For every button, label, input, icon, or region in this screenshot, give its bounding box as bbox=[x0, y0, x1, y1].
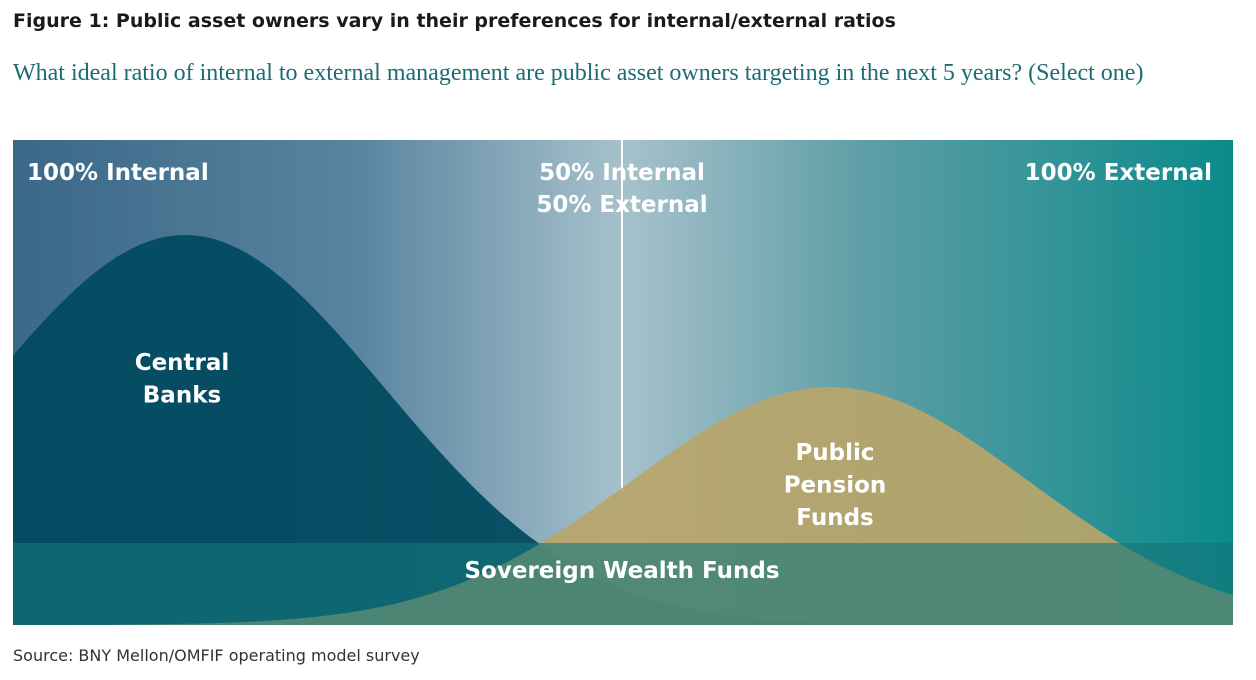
diagram: 100% Internal 50% Internal 50% External … bbox=[13, 140, 1233, 625]
figure-title: Figure 1: Public asset owners vary in th… bbox=[13, 10, 896, 32]
scale-label: 100% Internal bbox=[27, 160, 209, 186]
scale-label: 100% External bbox=[1025, 160, 1212, 186]
group-label: Banks bbox=[143, 383, 221, 409]
subtitle: What ideal ratio of internal to external… bbox=[13, 60, 1144, 86]
group-label: Sovereign Wealth Funds bbox=[464, 558, 779, 584]
group-label: Public bbox=[795, 440, 874, 466]
scale-label: 50% Internal bbox=[539, 160, 705, 186]
group-label: Funds bbox=[796, 505, 873, 531]
group-label: Central bbox=[135, 350, 230, 376]
scale-label: 50% External bbox=[536, 192, 707, 218]
group-label: Pension bbox=[784, 473, 887, 499]
central-banks-shape bbox=[13, 235, 1233, 625]
sovereign-band bbox=[13, 543, 1233, 625]
source: Source: BNY Mellon/OMFIF operating model… bbox=[13, 646, 420, 665]
